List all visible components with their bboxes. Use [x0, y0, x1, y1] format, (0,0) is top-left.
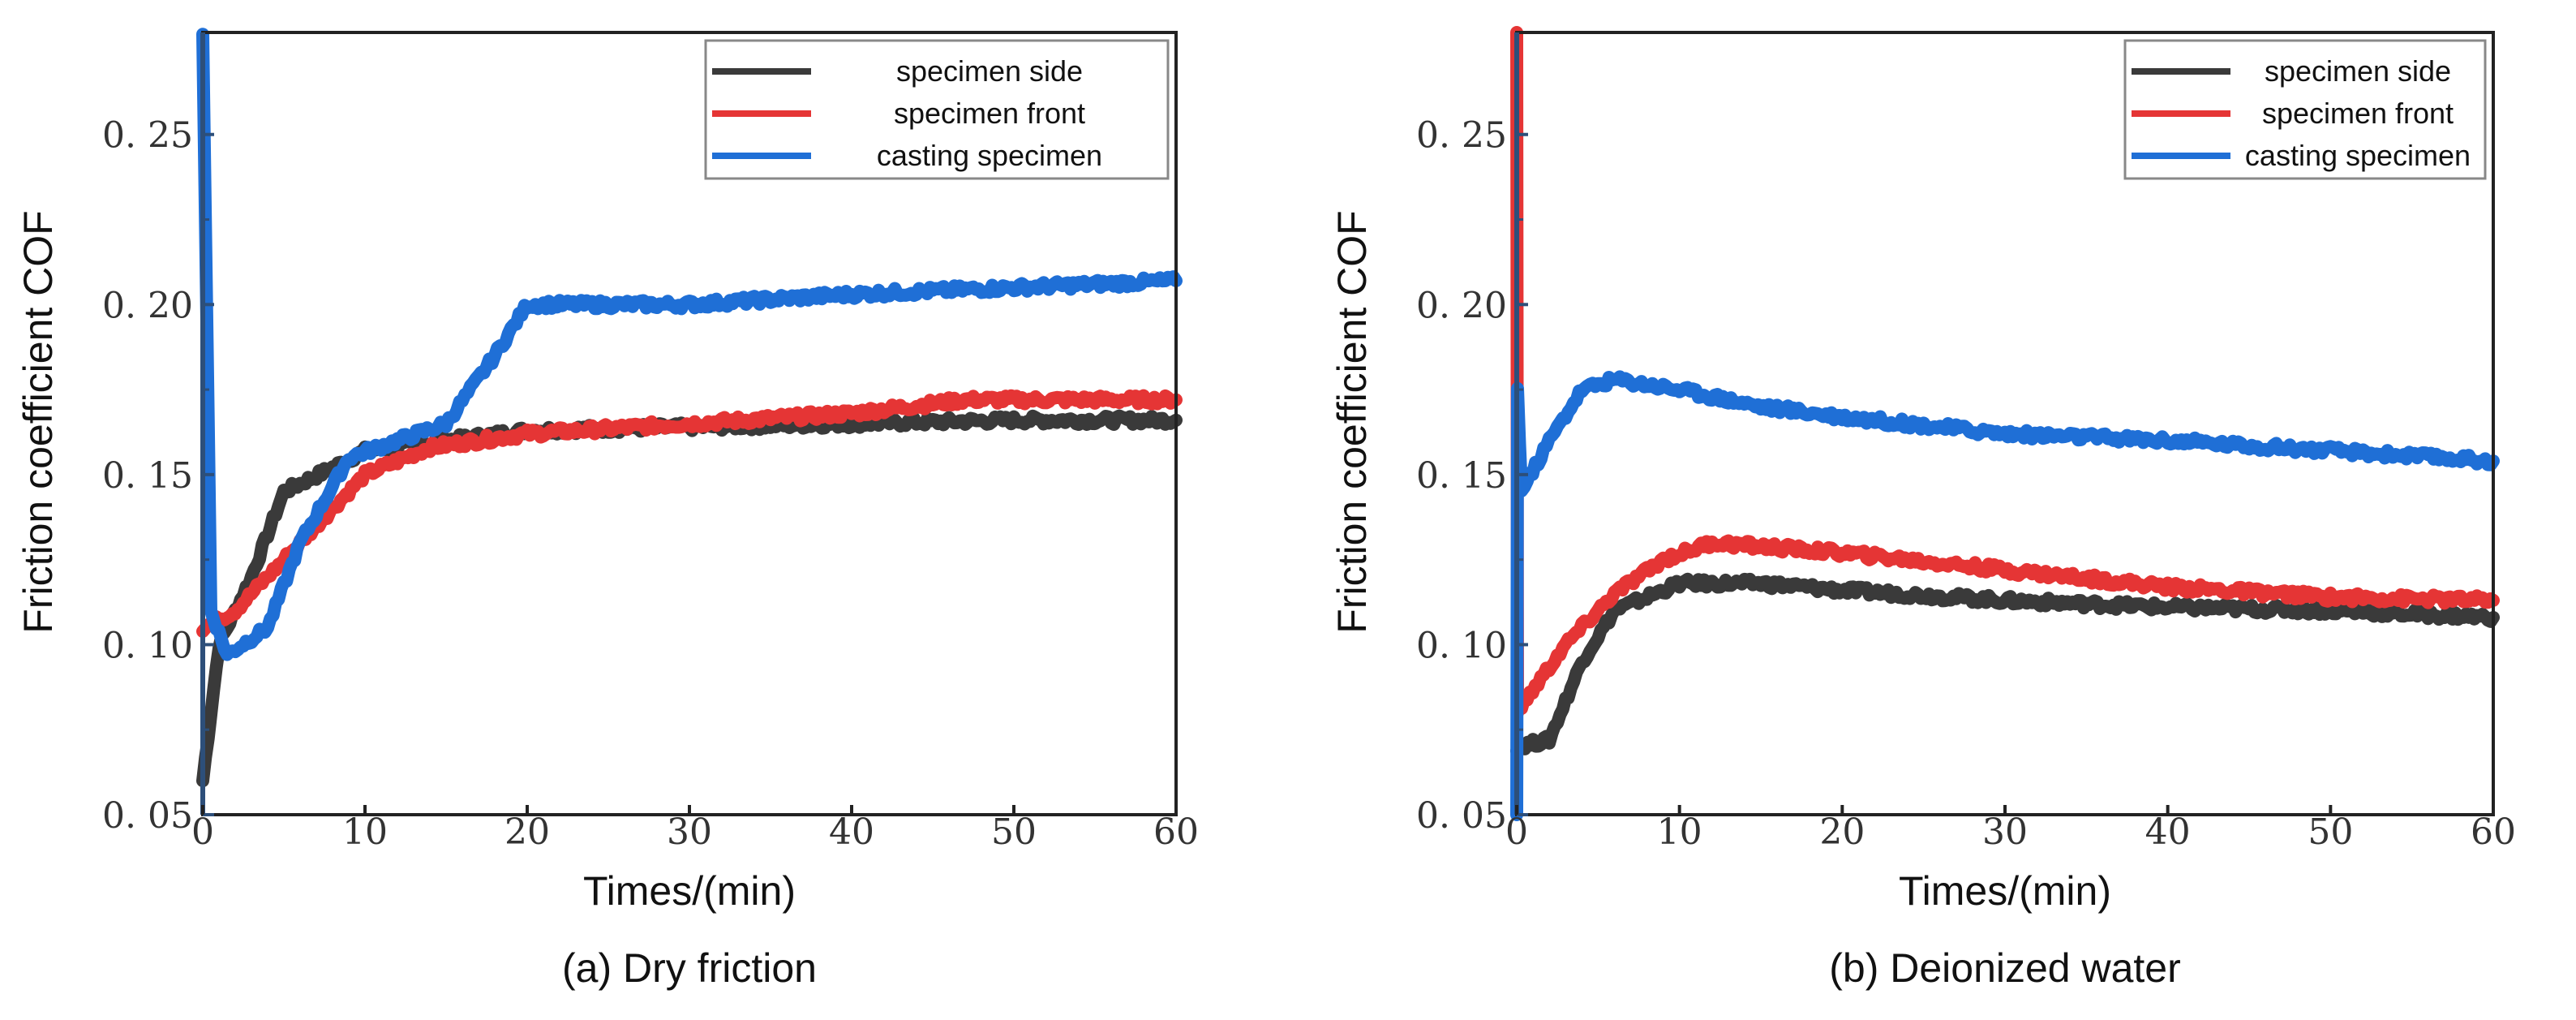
y-tick-label: 0. 05	[102, 795, 193, 837]
x-tick-label: 20	[1819, 811, 1865, 853]
x-tick-label: 50	[2308, 811, 2353, 853]
y-tick-label: 0. 25	[1416, 115, 1507, 157]
x-axis-label: Times/(min)	[1899, 868, 2111, 914]
y-tick-label: 0. 25	[102, 115, 193, 157]
legend-label: specimen side	[2265, 54, 2451, 88]
y-tick-label: 0. 15	[1416, 455, 1507, 497]
series-line-specimen-front	[1510, 26, 2500, 720]
x-tick-label: 30	[1982, 811, 2028, 853]
x-tick-label: 10	[1657, 811, 1702, 853]
x-tick-label: 0	[191, 811, 214, 853]
chart-panel-a: Friction coefficient COF Times/(min) (a)…	[15, 28, 1199, 991]
x-tick-label: 50	[991, 811, 1037, 853]
chart-panel-b: Friction coefficient COF Times/(min) (b)…	[1329, 26, 2516, 991]
y-tick-label: 0. 05	[1416, 795, 1507, 837]
y-axis-label: Friction coefficient COF	[15, 210, 61, 633]
y-tick-label: 0. 15	[102, 455, 193, 497]
x-axis-label: Times/(min)	[583, 868, 796, 914]
y-tick-label: 0. 10	[102, 625, 193, 666]
x-tick-label: 10	[342, 811, 388, 853]
series-line-casting-specimen	[1510, 370, 2500, 821]
series-line-casting-specimen	[196, 28, 1183, 661]
y-tick-label: 0. 20	[1416, 285, 1507, 326]
x-tick-label: 60	[1153, 811, 1199, 853]
y-axis-label: Friction coefficient COF	[1329, 210, 1375, 633]
x-tick-label: 30	[667, 811, 712, 853]
x-tick-label: 0	[1505, 811, 1528, 853]
x-tick-label: 40	[2145, 811, 2191, 853]
x-tick-label: 40	[829, 811, 874, 853]
chart-title: (b) Deionized water	[1829, 945, 2181, 991]
legend-label: specimen front	[894, 97, 1085, 130]
chart-title: (a) Dry friction	[562, 945, 817, 991]
x-tick-label: 20	[504, 811, 550, 853]
y-tick-label: 0. 20	[102, 285, 193, 326]
series-line-specimen-front	[196, 389, 1183, 639]
legend-label: casting specimen	[2245, 139, 2471, 172]
y-tick-label: 0. 10	[1416, 625, 1507, 666]
legend-label: specimen front	[2262, 97, 2454, 130]
x-tick-label: 60	[2471, 811, 2516, 853]
series-line-specimen-side	[1510, 572, 2500, 758]
legend-label: casting specimen	[877, 139, 1102, 172]
legend-label: specimen side	[896, 54, 1083, 88]
